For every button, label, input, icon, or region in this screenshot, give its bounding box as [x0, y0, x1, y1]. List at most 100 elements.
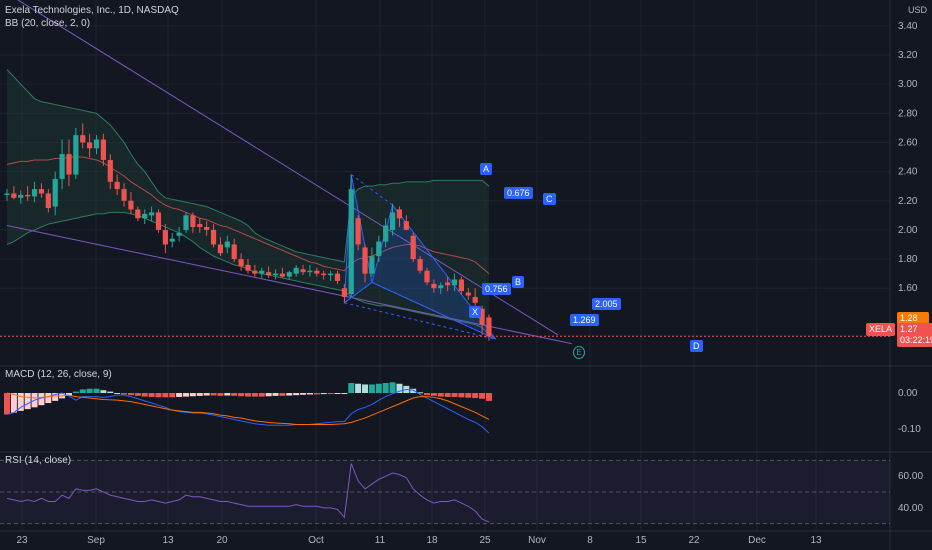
macd-pane: 0.00 -0.10 — [4, 382, 921, 435]
time-tick-label: 22 — [688, 535, 700, 546]
candle-body — [31, 189, 38, 197]
macd-hist-bar — [451, 393, 458, 397]
candle-body — [300, 269, 306, 273]
macd-hist-bar — [217, 393, 224, 396]
macd-line — [6, 388, 490, 434]
macd-hist-bar — [231, 393, 238, 396]
macd-hist-bar — [65, 393, 72, 396]
macd-hist-bar — [86, 388, 93, 394]
price-tick-label: 2.80 — [898, 108, 918, 119]
pattern-point-d[interactable]: D — [690, 340, 703, 352]
time-tick-label: 15 — [635, 535, 647, 546]
candle-body — [231, 244, 237, 260]
macd-hist-bar — [238, 393, 245, 397]
time-tick-label: 13 — [162, 535, 174, 546]
candle-body — [389, 212, 396, 230]
macd-tick-label: -0.10 — [898, 424, 921, 435]
macd-legend-title: MACD (12, 26, close, 9) — [5, 369, 112, 380]
price-tick-label: 3.20 — [898, 50, 918, 61]
macd-hist-bar — [375, 383, 382, 394]
bollinger-bands — [6, 69, 490, 336]
time-tick-label: 25 — [479, 535, 491, 546]
macd-hist-bar — [327, 393, 334, 395]
candle-body — [142, 213, 148, 219]
main-legend-title: Exela Technologies, Inc., 1D, NASDAQ — [5, 5, 179, 16]
candle-body — [169, 238, 175, 242]
ratio-xb[interactable]: 0.756 — [482, 283, 511, 295]
candle-body — [114, 181, 120, 190]
pattern-point-c[interactable]: C — [543, 193, 556, 205]
candle-body — [217, 244, 224, 254]
candle-body — [376, 241, 382, 257]
macd-hist-bar — [107, 391, 114, 394]
macd-hist-bar — [4, 393, 10, 415]
macd-hist-bar — [362, 384, 369, 394]
macd-hist-bar — [396, 383, 403, 394]
main-legend: Exela Technologies, Inc., 1D, NASDAQ — [5, 5, 183, 16]
time-tick-label: 20 — [216, 535, 228, 546]
bar-countdown: 03:22:19 — [900, 335, 932, 345]
macd-hist-bar — [417, 392, 424, 394]
pattern-point-b[interactable]: B — [512, 276, 525, 288]
candle-body — [396, 209, 403, 219]
bb-upper-line — [6, 69, 490, 263]
candle-body — [451, 279, 458, 286]
macd-hist-bar — [368, 384, 375, 394]
ratio-bd[interactable]: 2.005 — [592, 298, 621, 310]
candle-body — [286, 272, 292, 277]
prev-price-tag: 1.28 — [897, 312, 929, 325]
time-tick-label: Oct — [308, 535, 324, 546]
candle-body — [410, 235, 416, 260]
ratio-ac[interactable]: 0.676 — [504, 187, 533, 199]
price-tick-label: 1.60 — [898, 283, 918, 294]
macd-hist-bar — [114, 393, 121, 395]
macd-hist-bar — [169, 393, 176, 398]
currency-label: USD — [908, 5, 928, 15]
candle-body — [424, 270, 430, 283]
macd-hist-bar — [72, 391, 79, 394]
candle-body — [307, 270, 313, 273]
candle-body — [259, 270, 265, 274]
macd-hist-bar — [121, 393, 128, 395]
macd-hist-bar — [382, 383, 389, 394]
macd-hist-bar — [100, 390, 107, 394]
candle-body — [4, 193, 10, 195]
macd-hist-bar — [472, 393, 479, 399]
pattern-point-a[interactable]: A — [480, 163, 493, 175]
macd-hist-bar — [423, 393, 430, 396]
macd-hist-bar — [176, 393, 183, 397]
candle-body — [321, 273, 327, 276]
macd-hist-bar — [485, 393, 492, 401]
macd-hist-bar — [162, 393, 169, 398]
macd-hist-bar — [286, 393, 293, 396]
candle-body — [266, 272, 272, 276]
macd-hist-bar — [189, 393, 196, 397]
macd-hist-bar — [141, 393, 148, 397]
macd-hist-bar — [224, 393, 231, 396]
macd-hist-bar — [300, 393, 307, 395]
candle-body — [52, 178, 58, 207]
grid-lines — [0, 0, 890, 530]
time-tick-label: Dec — [748, 535, 766, 546]
candle-body — [45, 193, 51, 209]
candle-body — [93, 139, 100, 149]
ratio-xd[interactable]: 1.269 — [570, 314, 599, 326]
macd-hist-bar — [430, 393, 437, 396]
macd-hist-bar — [210, 393, 217, 396]
candle-body — [479, 308, 485, 325]
candle-body — [80, 135, 86, 143]
earnings-icon[interactable]: E — [573, 346, 585, 359]
time-tick-label: 8 — [587, 535, 593, 546]
candle-body — [162, 229, 168, 245]
candle-body — [155, 212, 162, 230]
time-tick-label: 13 — [810, 535, 822, 546]
pattern-point-x[interactable]: X — [469, 306, 482, 318]
macd-hist-bar — [306, 393, 313, 395]
macd-hist-bar — [38, 393, 45, 406]
price-tick-label: 2.20 — [898, 196, 918, 207]
macd-hist-bar — [93, 388, 100, 394]
candle-body — [59, 154, 65, 179]
candle-body — [197, 224, 203, 227]
bb-basis-line — [6, 156, 490, 275]
